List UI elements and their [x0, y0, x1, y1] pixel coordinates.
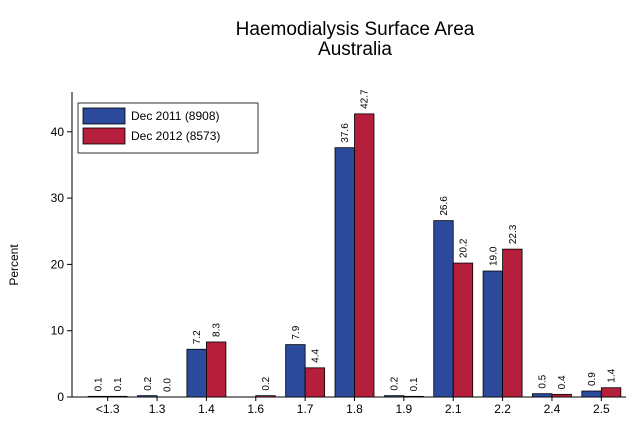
chart-title: Haemodialysis Surface Area — [236, 19, 475, 40]
y-tick-label: 30 — [51, 191, 65, 205]
y-tick-label: 0 — [57, 390, 64, 404]
bar — [403, 395, 424, 398]
value-label: 0.4 — [557, 375, 568, 389]
x-tick-label: 1.8 — [346, 402, 363, 416]
bar — [255, 395, 276, 398]
bar — [452, 262, 474, 398]
legend-label: Dec 2011 (8908) — [131, 109, 220, 123]
legend-swatch — [82, 107, 126, 125]
value-label: 0.2 — [390, 376, 401, 390]
x-tick-label: 2.5 — [593, 402, 610, 416]
value-label: 0.9 — [587, 372, 598, 386]
bar — [581, 390, 602, 398]
bar — [304, 367, 326, 398]
value-label: 37.6 — [340, 123, 351, 143]
bar — [551, 393, 572, 398]
y-tick-label: 40 — [51, 125, 65, 139]
legend-swatch — [82, 127, 126, 145]
y-tick-label: 20 — [51, 257, 65, 271]
bar — [186, 348, 207, 398]
value-label: 4.4 — [310, 348, 321, 362]
value-label: 0.1 — [409, 377, 420, 391]
value-label: 42.7 — [360, 89, 371, 109]
bar — [107, 395, 128, 398]
x-tick-label: 1.9 — [396, 402, 413, 416]
x-tick-label: 1.4 — [198, 402, 215, 416]
value-label: 8.3 — [212, 323, 223, 337]
bar — [354, 113, 375, 398]
bar — [285, 344, 306, 398]
value-label: 0.0 — [162, 378, 173, 392]
bar — [206, 341, 227, 398]
chart-subtitle: Australia — [318, 39, 392, 60]
legend-label: Dec 2012 (8573) — [131, 129, 220, 143]
x-tick-label: 2.2 — [494, 402, 511, 416]
value-label: 26.6 — [439, 196, 450, 216]
value-label: 19.0 — [488, 246, 499, 266]
value-label: 22.3 — [508, 224, 519, 244]
x-tick-label: 1.6 — [247, 402, 264, 416]
value-label: 0.2 — [261, 376, 272, 390]
bar — [482, 270, 503, 398]
bar — [433, 220, 454, 398]
value-label: 20.2 — [458, 238, 469, 258]
value-label: 0.5 — [538, 374, 549, 388]
bar — [87, 395, 109, 398]
value-label: 0.1 — [93, 377, 104, 391]
value-label: 1.4 — [607, 368, 618, 382]
x-tick-label: 1.3 — [149, 402, 166, 416]
y-tick-label: 10 — [51, 324, 65, 338]
x-tick-label: <1.3 — [96, 402, 120, 416]
value-label: 7.9 — [291, 325, 302, 339]
x-tick-label: 1.7 — [297, 402, 314, 416]
x-tick-label: 2.1 — [445, 402, 462, 416]
x-tick-label: 2.4 — [544, 402, 561, 416]
bar — [600, 387, 622, 398]
value-label: 7.2 — [192, 330, 203, 344]
y-axis-label: Percent — [7, 244, 21, 286]
bar — [532, 393, 553, 398]
bar — [502, 248, 523, 398]
value-label: 0.2 — [143, 376, 154, 390]
bar — [137, 395, 158, 398]
bar — [334, 147, 355, 398]
bar — [383, 395, 405, 398]
value-label: 0.1 — [113, 377, 124, 391]
